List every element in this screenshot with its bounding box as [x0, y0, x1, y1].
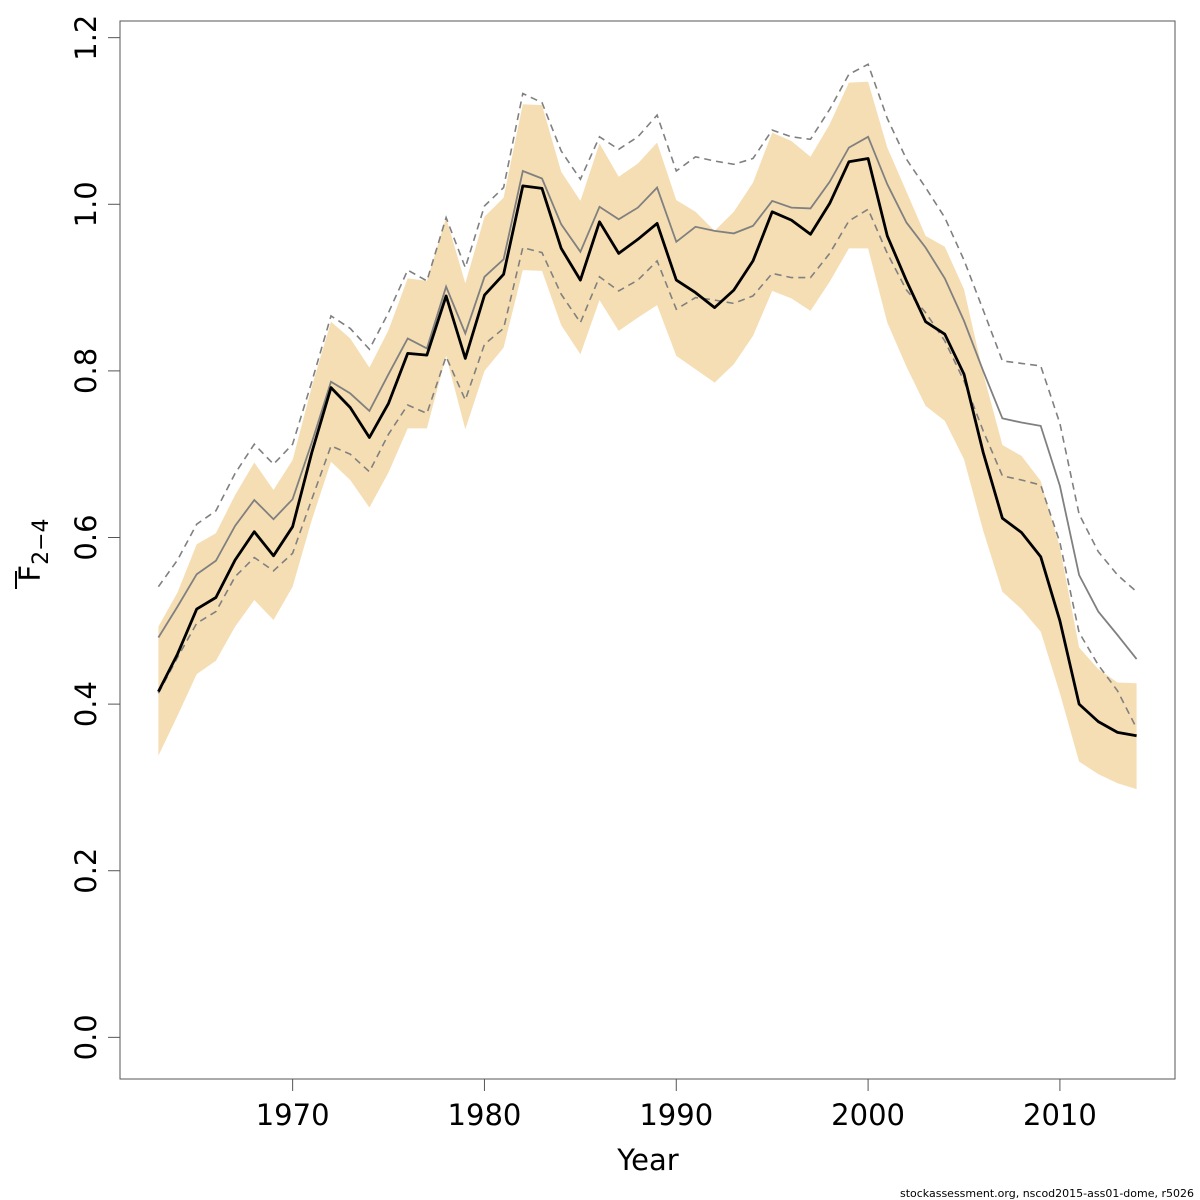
estimate-line	[157, 157, 1137, 738]
comparison-upper-dashed-line	[157, 63, 1138, 593]
x-tick-label: 1990	[639, 1098, 713, 1132]
y-axis-title: F2−4	[13, 518, 54, 589]
x-axis: 1970 1980 1990 2000 2010	[256, 1079, 1097, 1132]
confidence-band	[158, 81, 1137, 790]
y-tick-label: 1.0	[69, 181, 103, 227]
y-tick-label: 1.2	[69, 15, 103, 61]
x-tick-label: 2010	[1023, 1098, 1097, 1132]
footer-note: stockassessment.org, nscod2015-ass01-dom…	[900, 1187, 1194, 1200]
plot-frame	[119, 20, 1176, 1080]
svg-text:F2−4: F2−4	[13, 518, 54, 581]
y-tick-label: 0.4	[69, 681, 103, 727]
y-tick-label: 0.0	[69, 1014, 103, 1060]
x-tick-label: 1980	[448, 1098, 522, 1132]
y-axis: 0.0 0.2 0.4 0.6 0.8 1.0 1.2	[69, 15, 120, 1060]
y-tick-label: 0.2	[69, 848, 103, 894]
y-tick-label: 0.8	[69, 348, 103, 394]
y-axis-title-main: F	[13, 565, 47, 582]
x-axis-title: Year	[616, 1143, 678, 1177]
comparison-lower-dashed-line	[157, 208, 1138, 729]
x-tick-label: 1970	[256, 1098, 330, 1132]
comparison-line	[157, 135, 1138, 660]
y-tick-label: 0.6	[69, 514, 103, 560]
y-axis-title-subscript: 2−4	[29, 518, 54, 564]
x-tick-label: 2000	[831, 1098, 905, 1132]
